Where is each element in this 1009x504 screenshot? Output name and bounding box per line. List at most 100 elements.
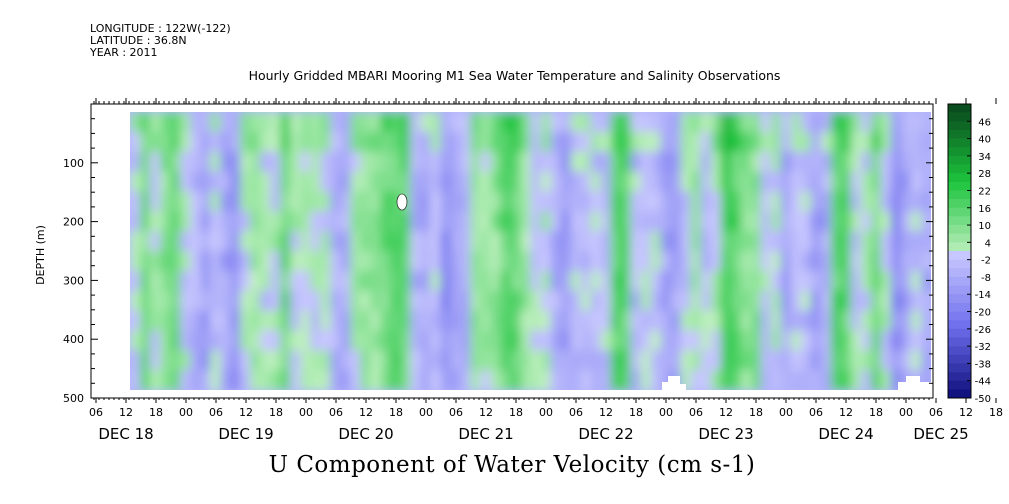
heatmap-cell <box>790 211 802 233</box>
y-tick-label: 300 <box>63 274 84 287</box>
heatmap-cell <box>130 330 141 352</box>
heatmap-cell <box>911 112 922 133</box>
heatmap-cell <box>360 251 372 272</box>
heatmap-cell <box>740 330 752 352</box>
heatmap-cell <box>230 191 242 213</box>
heatmap-cell <box>660 231 672 252</box>
heatmap-cell <box>690 290 702 312</box>
heatmap-cell <box>530 191 542 213</box>
heatmap-cell <box>760 310 772 332</box>
heatmap-cell <box>560 151 572 173</box>
missing-data-gap <box>898 376 931 390</box>
x-hour-tick-label: 06 <box>449 406 463 419</box>
heatmap-cell <box>190 290 202 312</box>
heatmap-cell <box>410 191 422 213</box>
x-day-tick-label: DEC 21 <box>458 425 513 443</box>
heatmap-cell <box>550 270 562 292</box>
heatmap-cell <box>360 171 372 193</box>
heatmap-cell <box>430 211 442 233</box>
heatmap-cell <box>550 370 562 390</box>
heatmap-cell <box>650 251 662 272</box>
heatmap-cell <box>550 251 562 272</box>
heatmap-cell <box>640 350 652 372</box>
heatmap-cell <box>200 350 212 372</box>
heatmap-cell <box>730 191 742 213</box>
heatmap-cell <box>810 211 822 233</box>
heatmap-cell <box>440 151 452 173</box>
heatmap-cell <box>550 211 562 233</box>
heatmap-cell <box>490 350 502 372</box>
heatmap-cell <box>880 330 892 352</box>
heatmap-cell <box>130 270 141 292</box>
heatmap-cell <box>250 370 262 390</box>
heatmap-cell <box>690 330 702 352</box>
heatmap-cell <box>921 112 931 133</box>
heatmap-cell <box>680 290 692 312</box>
heatmap-cell <box>180 330 192 352</box>
heatmap-cell <box>380 171 392 193</box>
heatmap-cell <box>200 171 212 193</box>
heatmap-cell <box>850 330 862 352</box>
heatmap-cell <box>660 270 672 292</box>
heatmap-cell <box>150 330 161 352</box>
heatmap-cell <box>220 171 232 193</box>
heatmap-cell <box>830 370 842 390</box>
heatmap-cell <box>280 211 292 233</box>
heatmap-cell <box>330 211 342 233</box>
heatmap-cell <box>410 251 422 272</box>
heatmap-cell <box>210 330 222 352</box>
heatmap-cell <box>480 231 492 252</box>
heatmap-cell <box>670 330 682 352</box>
heatmap-cell <box>250 251 262 272</box>
heatmap-cell <box>390 131 402 153</box>
heatmap-cell <box>750 131 762 153</box>
heatmap-cell <box>150 211 161 233</box>
colorbar-segment <box>948 112 971 122</box>
heatmap-cell <box>490 251 502 272</box>
heatmap-cell <box>700 350 712 372</box>
heatmap-cell <box>840 251 852 272</box>
heatmap-cell <box>860 151 872 173</box>
heatmap-cell <box>600 112 612 133</box>
heatmap-cell <box>390 211 402 233</box>
heatmap-cell <box>340 112 352 133</box>
heatmap-cell <box>380 211 392 233</box>
heatmap-cell <box>590 310 602 332</box>
heatmap-cell <box>470 370 482 390</box>
heatmap-cell <box>310 310 322 332</box>
heatmap-cell <box>150 350 161 372</box>
heatmap-cell <box>300 310 312 332</box>
heatmap-cell <box>230 251 242 272</box>
heatmap-cell <box>160 370 171 390</box>
heatmap-cell <box>400 211 412 233</box>
heatmap-cell <box>340 131 352 153</box>
heatmap-cell <box>130 231 141 252</box>
heatmap-cell <box>170 251 182 272</box>
heatmap-cell <box>730 131 742 153</box>
heatmap-cell <box>510 350 522 372</box>
heatmap-cell <box>830 112 842 133</box>
heatmap-cell <box>800 171 812 193</box>
heatmap-cell <box>410 330 422 352</box>
heatmap-cell <box>820 112 832 133</box>
heatmap-cell <box>520 151 532 173</box>
heatmap-cell <box>400 151 412 173</box>
colorbar-segment <box>948 207 971 217</box>
heatmap-cell <box>540 350 552 372</box>
heatmap-cell <box>750 330 762 352</box>
heatmap-cell <box>330 370 342 390</box>
heatmap-cell <box>790 370 802 390</box>
heatmap-cell <box>640 290 652 312</box>
heatmap-cell <box>230 290 242 312</box>
heatmap-cell <box>280 350 292 372</box>
heatmap-cell <box>370 231 382 252</box>
heatmap-cell <box>210 191 222 213</box>
heatmap-cell <box>580 270 592 292</box>
heatmap-cell <box>240 151 252 173</box>
heatmap-cell <box>850 370 862 390</box>
heatmap-cell <box>130 290 141 312</box>
heatmap-cell <box>600 350 612 372</box>
heatmap-cell <box>921 350 931 372</box>
heatmap-cell <box>140 310 151 332</box>
heatmap-cell <box>270 171 282 193</box>
